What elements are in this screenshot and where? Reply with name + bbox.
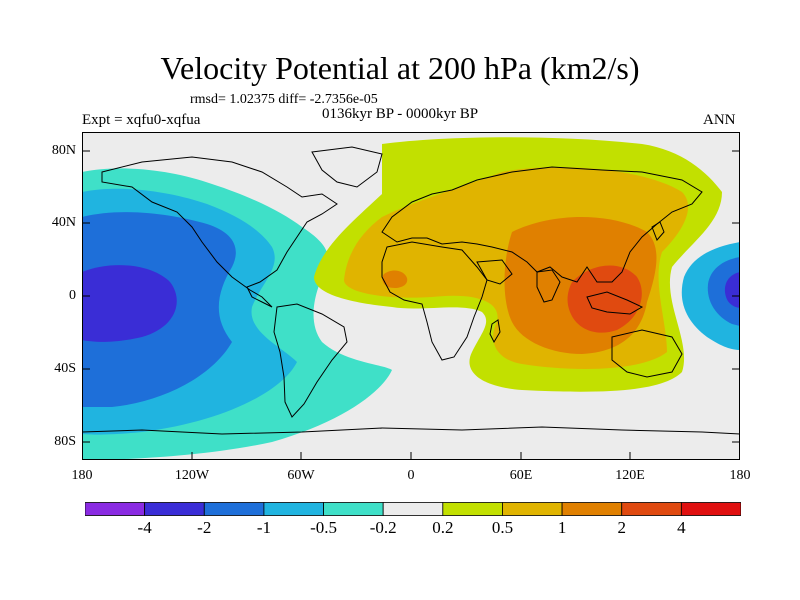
colorbar-swatch [382,502,444,516]
lat-label-0: 0 [69,288,76,303]
colorbar-swatch [85,502,146,516]
lon-label-180e: 180 [729,468,751,483]
contour-neg-east-inner [724,272,740,308]
colorbar-label: -4 [137,518,152,537]
lon-label-180w: 180 [71,468,93,483]
contour-neg-2 [82,265,177,342]
lat-label-80n: 80N [51,143,76,158]
colorbar-label: 0.2 [432,518,454,537]
lat-label-80s: 80S [54,434,76,449]
season-label: ANN [703,112,736,128]
lon-label-0: 0 [407,468,415,483]
colorbar-swatch [144,502,205,516]
colorbar-swatch [502,502,563,516]
colorbar-label: -2 [197,518,212,537]
lat-label-40n: 40N [51,215,76,230]
colorbar-label: 4 [677,518,686,537]
colorbar-label: 2 [617,518,626,537]
colorbar-swatch [680,502,741,516]
experiment-label: Expt = xqfu0-xqfua [82,112,201,128]
map-title: Velocity Potential at 200 hPa (km2/s) [160,50,640,86]
lon-label-120e: 120E [615,468,645,483]
stats-line: rmsd= 1.02375 diff= -2.7356e-05 [190,92,378,107]
colorbar-swatch [263,502,324,516]
contour-pos-2 [567,265,642,333]
period-label: 0136kyr BP - 0000kyr BP [322,106,479,122]
contour-neg-east-mid [707,257,740,326]
map-ticks [82,150,740,460]
velocity-potential-map [82,132,740,460]
colorbar [85,502,741,516]
colorbar-swatch [203,502,265,516]
contour-pos-small-africa [382,270,408,288]
lat-label-40s: 40S [54,361,76,376]
colorbar-swatch [561,502,623,516]
colorbar-swatch [442,502,503,516]
colorbar-label: -1 [256,518,271,537]
colorbar-swatch [621,502,682,516]
colorbar-label: -0.2 [369,518,397,537]
lon-label-120w: 120W [174,468,210,483]
lon-label-60w: 60W [287,468,315,483]
lon-label-60e: 60E [509,468,533,483]
colorbar-swatch [323,502,384,516]
coastlines [82,146,740,435]
colorbar-label: -0.5 [310,518,337,537]
colorbar-label: 0.5 [491,518,514,537]
colorbar-label: 1 [557,518,567,537]
